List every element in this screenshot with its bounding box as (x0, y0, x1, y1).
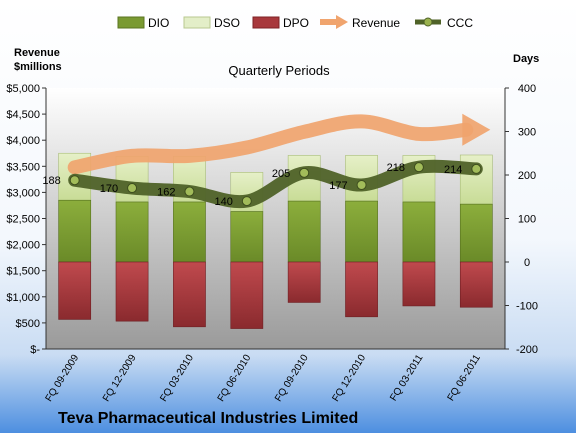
ccc-point (184, 186, 195, 197)
left-axis-label-line1: Revenue (14, 47, 60, 59)
bar-dpo (115, 261, 149, 322)
ccc-data-labels: 188 170 162 140 205 177 218 214 (42, 162, 462, 208)
x-tick-label: FQ 06-2011 (446, 352, 483, 403)
legend: DIO DSO DPO Revenue CCC (117, 15, 473, 30)
bar-dio (173, 201, 206, 263)
bar-dio (115, 201, 149, 263)
bar-dpo (345, 261, 378, 318)
right-tick-label: 200 (518, 170, 536, 182)
x-tick-label: FQ 12-2009 (101, 352, 139, 403)
left-tick-label: $- (30, 344, 40, 356)
ccc-point (471, 163, 482, 174)
right-tick-label: 100 (518, 214, 536, 226)
bar-dio (459, 203, 493, 263)
left-tick-label: $5,000 (6, 83, 40, 95)
right-axis-ticks: -200 -100 0 100 200 300 400 (505, 83, 538, 356)
bar-dpo (173, 261, 206, 328)
ccc-point (299, 167, 310, 178)
ccc-data-label: 140 (214, 196, 232, 208)
right-tick-label: 400 (518, 83, 536, 95)
ccc-data-label: 177 (329, 180, 347, 192)
ccc-point (413, 162, 424, 173)
legend-swatch-ccc (415, 17, 441, 27)
ccc-data-label: 205 (272, 168, 290, 180)
bar-dio (402, 201, 436, 263)
revenue-arrowhead (462, 113, 491, 146)
legend-label-dio: DIO (148, 16, 169, 30)
ccc-data-label: 218 (387, 162, 405, 174)
legend-swatch-dio (117, 16, 145, 29)
ccc-point (69, 175, 80, 186)
ccc-data-label: 214 (444, 164, 462, 176)
bar-dio (230, 211, 264, 263)
bar-dpo (459, 261, 493, 308)
legend-swatch-dpo (252, 16, 280, 29)
left-tick-label: $2,000 (6, 240, 40, 252)
ccc-data-label: 162 (157, 187, 175, 199)
legend-label-ccc: CCC (447, 16, 473, 30)
right-axis-label: Days (513, 53, 539, 65)
left-tick-label: $4,500 (6, 109, 40, 121)
bar-dpo (402, 261, 436, 307)
bar-dio (58, 199, 92, 263)
ccc-data-label: 170 (100, 183, 118, 195)
legend-label-dso: DSO (214, 16, 240, 30)
x-tick-label: FQ 09-2009 (44, 352, 82, 403)
left-tick-label: $1,500 (6, 266, 40, 278)
x-axis-category-labels: FQ 09-2009 FQ 12-2009 FQ 03-2010 FQ 06-2010… (44, 352, 483, 403)
left-tick-label: $500 (16, 318, 40, 330)
x-tick-label: FQ 03-2010 (158, 352, 196, 403)
left-axis-ticks: $- $500 $1,000 $1,500 $2,000 $2,500 $3,000 $3,5… (6, 83, 46, 356)
right-tick-label: -100 (516, 301, 538, 313)
legend-swatch-revenue (320, 15, 348, 29)
left-tick-label: $1,000 (6, 292, 40, 304)
legend-swatch-dso (183, 16, 211, 29)
legend-label-revenue: Revenue (352, 16, 400, 30)
chart-title: Quarterly Periods (228, 63, 330, 78)
ccc-line (68, 159, 483, 209)
legend-label-dpo: DPO (283, 16, 309, 30)
bar-dio (345, 200, 378, 263)
x-tick-label: FQ 09-2010 (273, 352, 311, 403)
right-tick-label: -200 (516, 344, 538, 356)
left-tick-label: $3,000 (6, 187, 40, 199)
bar-dpo (58, 261, 92, 320)
right-tick-label: 0 (524, 257, 530, 269)
x-tick-label: FQ 06-2010 (216, 352, 254, 403)
x-tick-label: FQ 03-2011 (388, 352, 425, 403)
bar-dpo (230, 261, 264, 329)
bar-dpo (287, 261, 321, 303)
bar-dio (287, 200, 321, 263)
left-axis-label-line2: $millions (14, 61, 62, 73)
ccc-point (241, 196, 252, 207)
ccc-point (356, 180, 367, 191)
revenue-line-path (67, 114, 474, 175)
revenue-line (67, 113, 491, 175)
left-tick-label: $2,500 (6, 214, 40, 226)
company-title: Teva Pharmaceutical Industries Limited (58, 410, 358, 427)
ccc-point (127, 183, 138, 194)
ccc-data-label: 188 (42, 175, 60, 187)
x-tick-label: FQ 12-2010 (330, 352, 368, 403)
left-tick-label: $4,000 (6, 135, 40, 147)
ccc-line-path (68, 159, 483, 209)
left-tick-label: $3,500 (6, 161, 40, 173)
right-tick-label: 300 (518, 127, 536, 139)
